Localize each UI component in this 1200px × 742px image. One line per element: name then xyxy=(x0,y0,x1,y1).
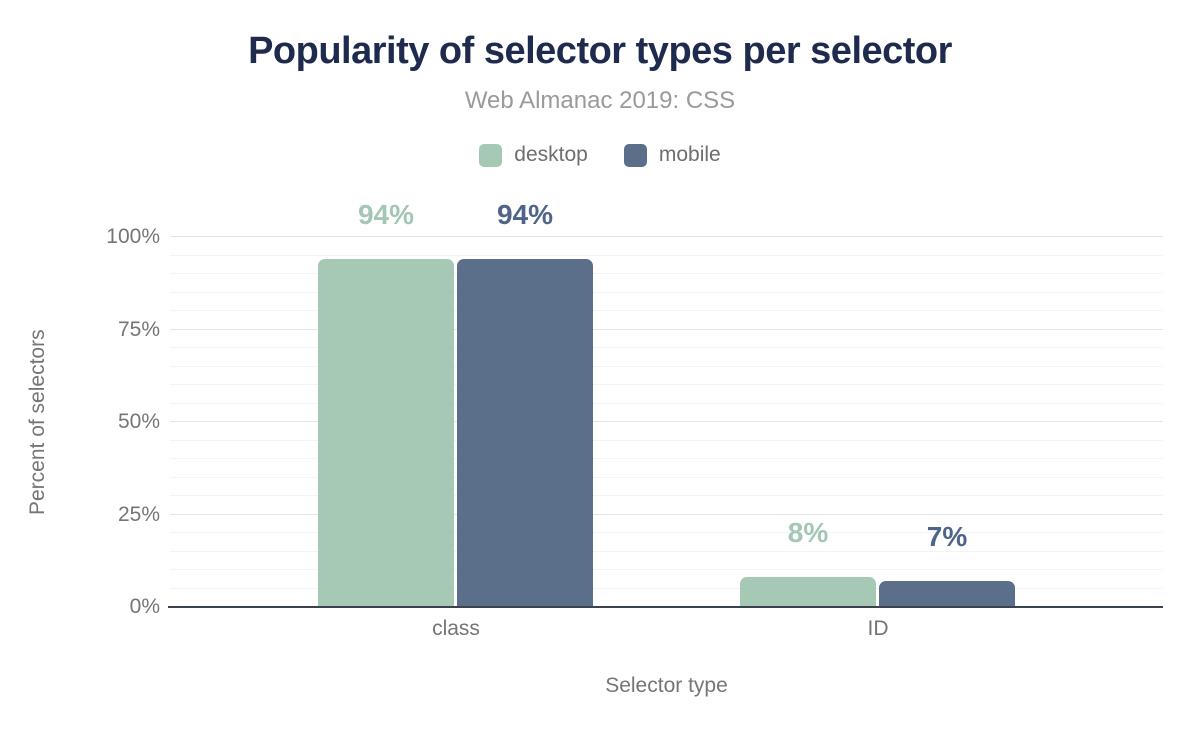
bar-id-mobile[interactable] xyxy=(879,581,1015,607)
legend-label-desktop: desktop xyxy=(514,143,588,166)
gridline-minor xyxy=(170,476,1163,478)
gridline-minor xyxy=(170,254,1163,256)
gridline-major xyxy=(170,421,1163,422)
gridline-minor xyxy=(170,587,1163,589)
gridline-minor xyxy=(170,569,1163,570)
value-label-id-mobile: 7% xyxy=(926,521,968,553)
y-axis-title: Percent of selectors xyxy=(26,329,49,515)
gridline-minor xyxy=(170,347,1163,348)
y-tick-label: 0% xyxy=(129,595,160,618)
legend-swatch-mobile-icon xyxy=(623,143,647,167)
legend-item-desktop[interactable]: desktop xyxy=(479,143,588,167)
gridline-minor xyxy=(170,532,1163,533)
value-label-class-desktop: 94% xyxy=(357,199,415,231)
x-axis-baseline xyxy=(168,606,1163,608)
legend-swatch-desktop-icon xyxy=(479,143,503,167)
legend: desktop mobile xyxy=(0,143,1200,167)
gridline-minor xyxy=(170,439,1163,441)
y-tick-label: 25% xyxy=(117,502,160,526)
gridline-minor xyxy=(170,291,1163,293)
gridline-minor xyxy=(170,550,1163,552)
gridline-minor xyxy=(170,402,1163,404)
gridline-minor xyxy=(170,458,1163,459)
gridline-minor xyxy=(170,273,1163,274)
x-tick-id: ID xyxy=(867,617,889,640)
legend-label-mobile: mobile xyxy=(658,143,721,166)
bar-class-desktop[interactable] xyxy=(318,259,454,607)
gridline-minor xyxy=(170,310,1163,311)
x-axis-title: Selector type xyxy=(605,674,728,697)
plot-area: 94% 94% 8% 7% xyxy=(168,201,1163,608)
gridline-minor xyxy=(170,365,1163,367)
gridline-major xyxy=(170,236,1163,237)
bar-id-desktop[interactable] xyxy=(740,577,876,607)
chart-subtitle: Web Almanac 2019: CSS xyxy=(464,87,736,114)
gridline-major xyxy=(170,513,1163,515)
chart-title: Popularity of selector types per selecto… xyxy=(248,30,952,72)
y-tick-label: 75% xyxy=(117,317,160,341)
bar-class-mobile[interactable] xyxy=(457,259,593,607)
legend-item-mobile[interactable]: mobile xyxy=(623,143,721,167)
y-tick-label: 50% xyxy=(117,410,160,433)
y-axis-tick-labels: 0% 25% 50% 75% 100% xyxy=(60,225,160,618)
gridline-minor xyxy=(170,384,1163,385)
x-tick-class: class xyxy=(432,617,480,640)
gridline-minor xyxy=(170,495,1163,496)
y-tick-label: 100% xyxy=(106,225,160,248)
value-label-id-desktop: 8% xyxy=(787,517,829,549)
gridline-major xyxy=(170,328,1163,330)
value-label-class-mobile: 94% xyxy=(496,199,554,231)
